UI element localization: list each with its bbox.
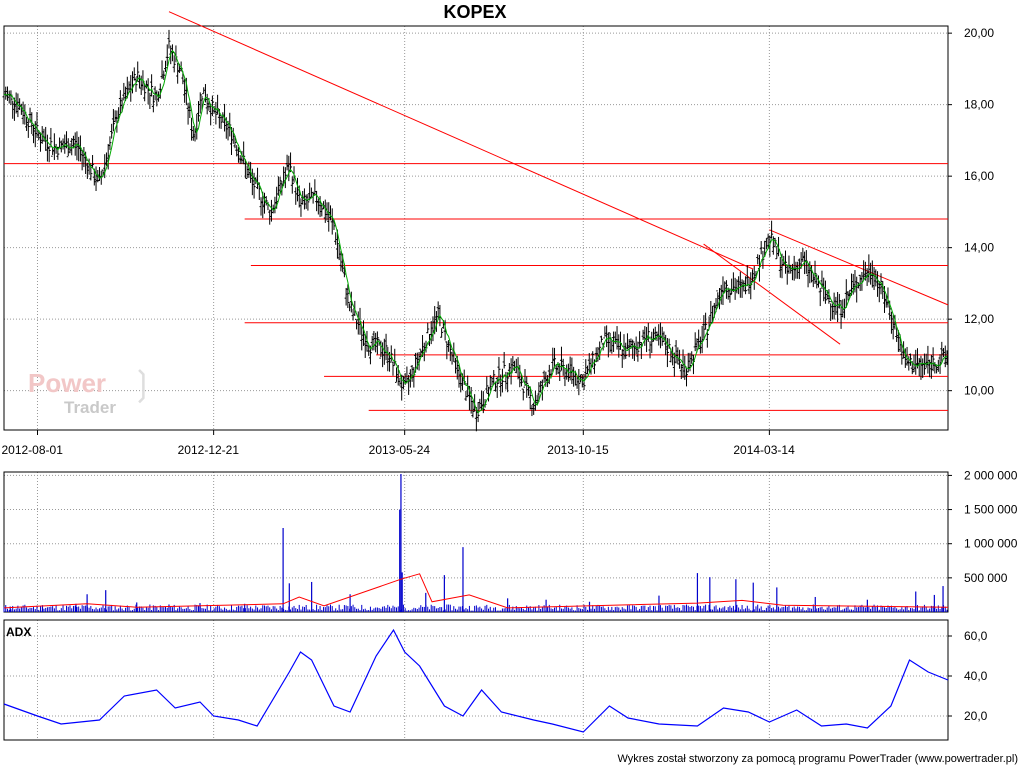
- y-tick-label: 1 000 000: [964, 537, 1018, 551]
- y-tick-label: 500 000: [964, 571, 1008, 585]
- footer-credit: Wykres został stworzony za pomocą progra…: [617, 753, 1018, 765]
- y-tick-label: 2 000 000: [964, 468, 1018, 482]
- y-tick-label: 12,00: [964, 312, 994, 326]
- volume-average-line: [3, 573, 949, 609]
- x-tick-label: 2013-05-24: [369, 443, 431, 457]
- volume-panel-frame: [3, 471, 949, 613]
- trendline: [703, 243, 841, 345]
- page-title: KOPEX: [443, 2, 507, 22]
- y-tick-label: 14,00: [964, 241, 994, 255]
- watermark-power-text: Power: [28, 368, 107, 398]
- y-tick-label: 20,0: [964, 709, 988, 723]
- watermark-swoosh-icon: ❳: [128, 365, 157, 403]
- y-tick-label: 60,0: [964, 629, 988, 643]
- trendline: [168, 11, 754, 270]
- x-tick-label: 2012-12-21: [178, 443, 240, 457]
- y-tick-label: 10,00: [964, 384, 994, 398]
- trendline: [769, 229, 949, 306]
- adx-panel: 20,0 40,0 60,0 ADX: [3, 619, 988, 741]
- x-tick-label: 2013-10-15: [547, 443, 609, 457]
- x-tick-label: 2012-08-01: [1, 443, 63, 457]
- volume-panel: 500 000 1 000 000 1 500 000 2 000 000: [3, 468, 1018, 613]
- moving-average-line: [3, 49, 948, 414]
- x-tick-label: 2014-03-14: [733, 443, 795, 457]
- y-tick-label: 18,00: [964, 98, 994, 112]
- y-tick-label: 1 500 000: [964, 503, 1018, 517]
- price-panel: 10,00 12,00 14,00 16,00 18,00 20,00 2012-08-01…: [1, 11, 994, 457]
- y-tick-label: 40,0: [964, 669, 988, 683]
- y-tick-label: 20,00: [964, 26, 994, 40]
- adx-line: [3, 628, 949, 733]
- watermark-trader-text: Trader: [64, 398, 116, 417]
- adx-panel-frame: [3, 619, 949, 741]
- y-tick-label: 16,00: [964, 169, 994, 183]
- adx-panel-title: ADX: [6, 625, 31, 639]
